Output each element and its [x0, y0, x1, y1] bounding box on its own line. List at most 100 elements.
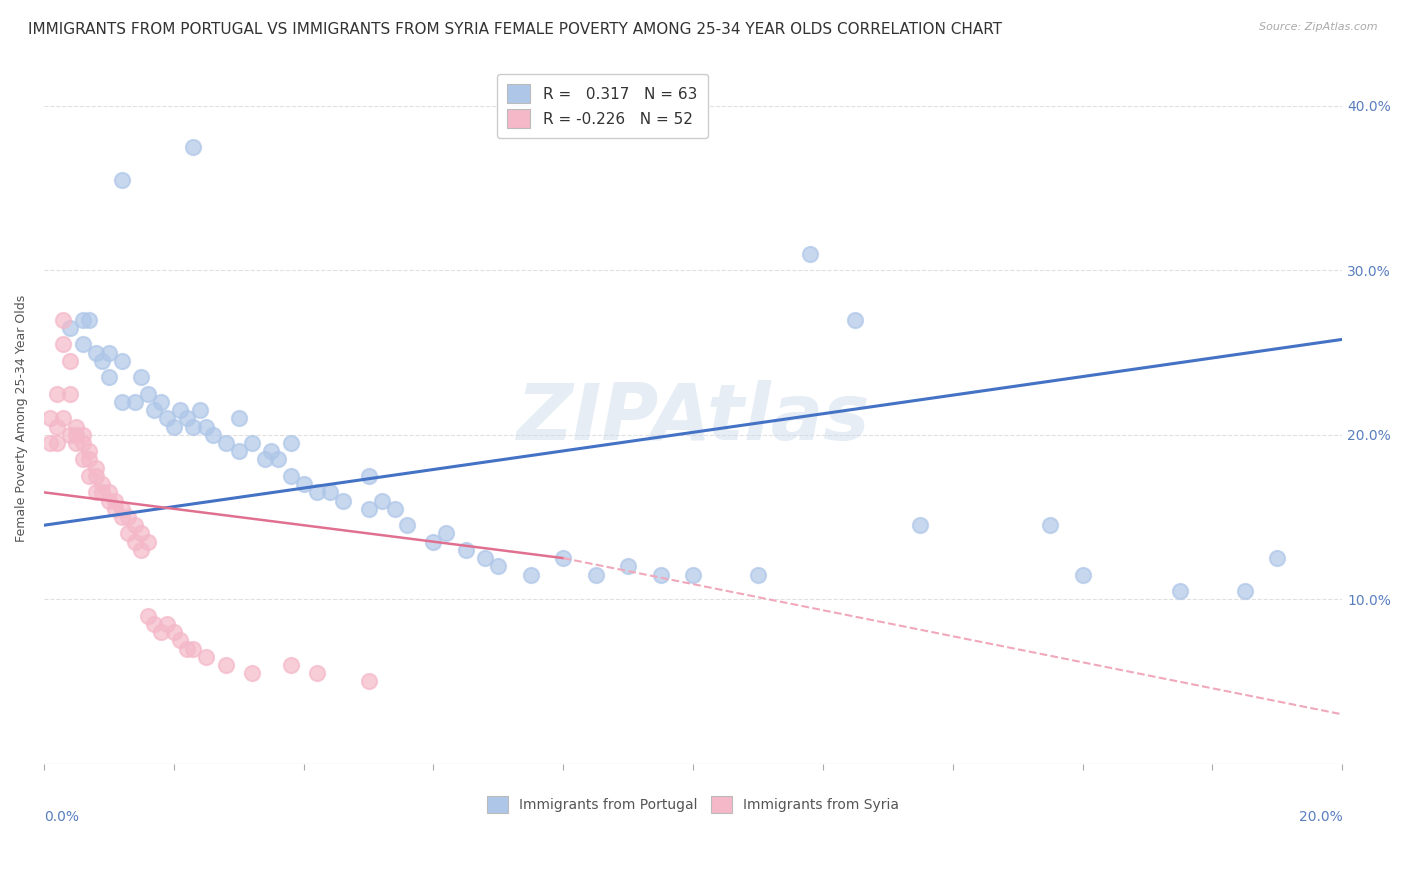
- Point: [59, 353, 82, 368]
- Point: [136, 608, 159, 623]
- Point: [124, 518, 146, 533]
- Point: [169, 403, 191, 417]
- Point: [650, 567, 672, 582]
- Text: Source: ZipAtlas.com: Source: ZipAtlas.com: [1260, 22, 1378, 32]
- Point: [357, 674, 380, 689]
- Y-axis label: Female Poverty Among 25-34 Year Olds: Female Poverty Among 25-34 Year Olds: [15, 294, 28, 542]
- Point: [131, 526, 153, 541]
- Point: [84, 460, 107, 475]
- Point: [59, 386, 82, 401]
- Point: [188, 403, 211, 417]
- Point: [149, 625, 172, 640]
- Point: [910, 518, 932, 533]
- Point: [72, 312, 94, 326]
- Point: [617, 559, 640, 574]
- Text: 20.0%: 20.0%: [1299, 810, 1343, 823]
- Point: [195, 419, 218, 434]
- Point: [72, 436, 94, 450]
- Point: [97, 370, 120, 384]
- Point: [195, 649, 218, 664]
- Point: [280, 658, 302, 673]
- Point: [266, 452, 288, 467]
- Point: [91, 353, 114, 368]
- Point: [124, 395, 146, 409]
- Point: [228, 411, 250, 425]
- Point: [111, 395, 134, 409]
- Point: [215, 436, 238, 450]
- Point: [1265, 551, 1288, 566]
- Point: [65, 436, 87, 450]
- Point: [156, 616, 179, 631]
- Point: [520, 567, 543, 582]
- Point: [59, 427, 82, 442]
- Point: [305, 485, 328, 500]
- Point: [52, 337, 75, 351]
- Point: [117, 510, 139, 524]
- Point: [84, 469, 107, 483]
- Point: [280, 469, 302, 483]
- Point: [136, 386, 159, 401]
- Point: [370, 493, 392, 508]
- Point: [59, 321, 82, 335]
- Text: IMMIGRANTS FROM PORTUGAL VS IMMIGRANTS FROM SYRIA FEMALE POVERTY AMONG 25-34 YEA: IMMIGRANTS FROM PORTUGAL VS IMMIGRANTS F…: [28, 22, 1002, 37]
- Point: [111, 501, 134, 516]
- Point: [156, 411, 179, 425]
- Point: [181, 140, 204, 154]
- Point: [52, 411, 75, 425]
- Point: [163, 419, 186, 434]
- Point: [97, 485, 120, 500]
- Point: [79, 469, 101, 483]
- Point: [91, 485, 114, 500]
- Point: [149, 395, 172, 409]
- Point: [181, 419, 204, 434]
- Point: [240, 666, 263, 681]
- Point: [169, 633, 191, 648]
- Point: [111, 173, 134, 187]
- Point: [396, 518, 419, 533]
- Point: [143, 403, 166, 417]
- Point: [280, 436, 302, 450]
- Point: [79, 452, 101, 467]
- Point: [97, 345, 120, 359]
- Point: [253, 452, 276, 467]
- Point: [72, 337, 94, 351]
- Point: [111, 510, 134, 524]
- Point: [318, 485, 340, 500]
- Point: [117, 526, 139, 541]
- Point: [65, 419, 87, 434]
- Point: [72, 452, 94, 467]
- Point: [454, 542, 477, 557]
- Point: [181, 641, 204, 656]
- Point: [486, 559, 509, 574]
- Point: [1039, 518, 1062, 533]
- Text: ZIPAtlas: ZIPAtlas: [516, 380, 870, 457]
- Point: [357, 469, 380, 483]
- Point: [124, 534, 146, 549]
- Point: [799, 247, 821, 261]
- Point: [844, 312, 866, 326]
- Point: [46, 386, 69, 401]
- Point: [111, 353, 134, 368]
- Point: [104, 501, 127, 516]
- Point: [215, 658, 238, 673]
- Point: [72, 427, 94, 442]
- Point: [39, 436, 62, 450]
- Point: [136, 534, 159, 549]
- Point: [240, 436, 263, 450]
- Point: [201, 427, 224, 442]
- Point: [131, 370, 153, 384]
- Point: [228, 444, 250, 458]
- Point: [176, 641, 198, 656]
- Point: [52, 312, 75, 326]
- Point: [1168, 584, 1191, 599]
- Point: [260, 444, 283, 458]
- Point: [79, 312, 101, 326]
- Point: [39, 411, 62, 425]
- Point: [91, 477, 114, 491]
- Point: [474, 551, 496, 566]
- Legend: Immigrants from Portugal, Immigrants from Syria: Immigrants from Portugal, Immigrants fro…: [481, 791, 905, 819]
- Point: [79, 444, 101, 458]
- Point: [176, 411, 198, 425]
- Point: [104, 493, 127, 508]
- Point: [332, 493, 354, 508]
